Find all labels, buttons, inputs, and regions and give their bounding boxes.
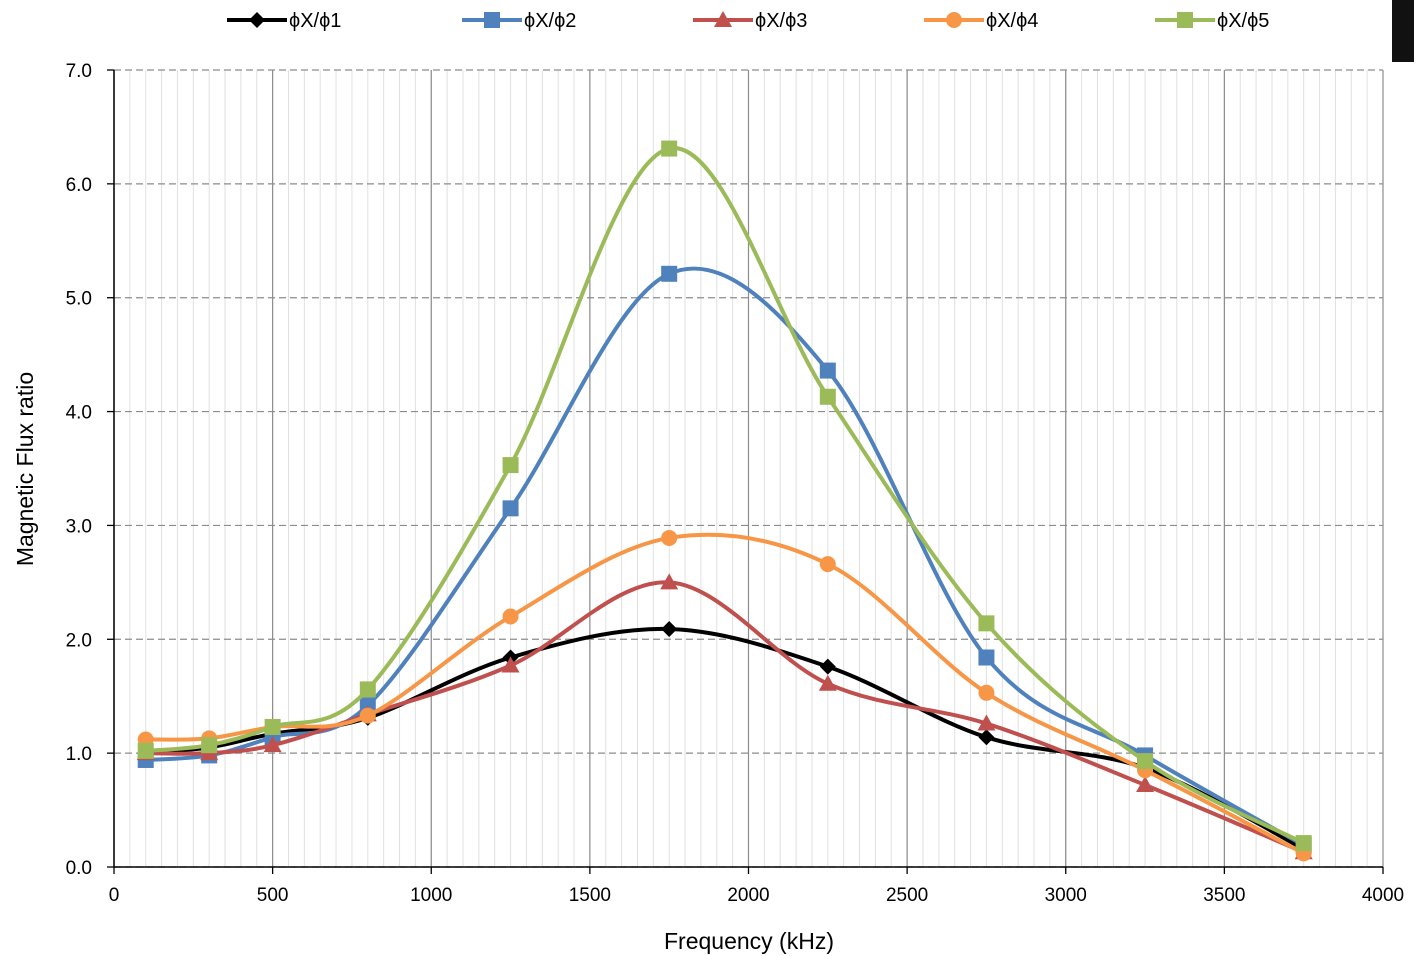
legend-label: ϕX/ϕ5 [1217,10,1269,32]
axes [107,69,1384,874]
y-tick-label: 2.0 [66,630,92,651]
x-tick-label: 3000 [1045,885,1087,906]
legend-swatch-marker [484,12,500,28]
x-axis-title: Frequency (kHz) [664,928,834,954]
x-tick-label: 4000 [1362,885,1404,906]
data-point [819,658,836,675]
y-tick-label: 3.0 [66,516,92,537]
x-tick-label: 2500 [886,885,928,906]
data-point [137,742,154,759]
x-tick-label: 3500 [1203,885,1245,906]
data-point [201,737,218,754]
legend-item-1: ϕX/ϕ1 [227,10,341,32]
data-point [977,714,996,731]
data-point [1136,776,1155,793]
data-point [263,736,282,753]
legend-swatch-marker [946,12,962,28]
x-tick-label: 1500 [569,885,611,906]
series-layer [136,140,1313,862]
data-point [819,556,836,573]
data-point [264,718,281,735]
data-point [818,674,837,691]
y-tick-label: 5.0 [66,289,92,310]
x-tick-label: 500 [257,885,289,906]
legend-item-3: ϕX/ϕ3 [693,10,807,32]
data-point [502,457,519,474]
data-point [978,615,995,632]
y-axis-title: Magnetic Flux ratio [12,372,38,566]
y-tick-label: 0.0 [66,858,92,879]
y-tick-label: 7.0 [66,61,92,82]
data-point [661,140,678,157]
legend-swatch-marker [249,12,265,28]
data-point [978,684,995,701]
legend-swatch-marker [714,11,732,27]
series-5 [137,140,1312,852]
data-point [359,707,376,724]
legend-label: ϕX/ϕ2 [524,10,576,32]
x-tick-label: 2000 [727,885,769,906]
data-point [819,388,836,405]
data-point [502,608,519,625]
legend-item-5: ϕX/ϕ5 [1155,10,1269,32]
corner-mark [1392,0,1414,62]
legend-label: ϕX/ϕ4 [986,10,1038,32]
legend-swatch-marker [1177,12,1193,28]
tick-labels: 0 500 1000 1500 2000 2500 3000 3500 4000 0.0 1.0 2.… [66,61,1405,906]
data-point [661,529,678,546]
y-tick-label: 6.0 [66,175,92,196]
data-point [819,362,836,379]
y-tick-label: 1.0 [66,744,92,765]
data-point [359,681,376,698]
legend-item-4: ϕX/ϕ4 [924,10,1038,32]
data-point [502,500,519,517]
data-point [1137,753,1154,770]
legend: ϕX/ϕ1 ϕX/ϕ2 ϕX/ϕ3 ϕX/ϕ4 ϕX/ϕ5 [227,10,1269,32]
data-point [978,729,995,746]
data-point [660,573,679,590]
x-tick-label: 0 [109,885,120,906]
data-point [978,649,995,666]
legend-item-2: ϕX/ϕ2 [462,10,576,32]
legend-label: ϕX/ϕ1 [289,10,341,32]
data-point [501,656,520,673]
data-point [1295,835,1312,852]
y-tick-label: 4.0 [66,403,92,424]
data-point [661,265,678,282]
x-tick-label: 1000 [410,885,452,906]
minor-gridlines [129,70,1368,867]
data-point [661,621,678,638]
legend-label: ϕX/ϕ3 [755,10,807,32]
